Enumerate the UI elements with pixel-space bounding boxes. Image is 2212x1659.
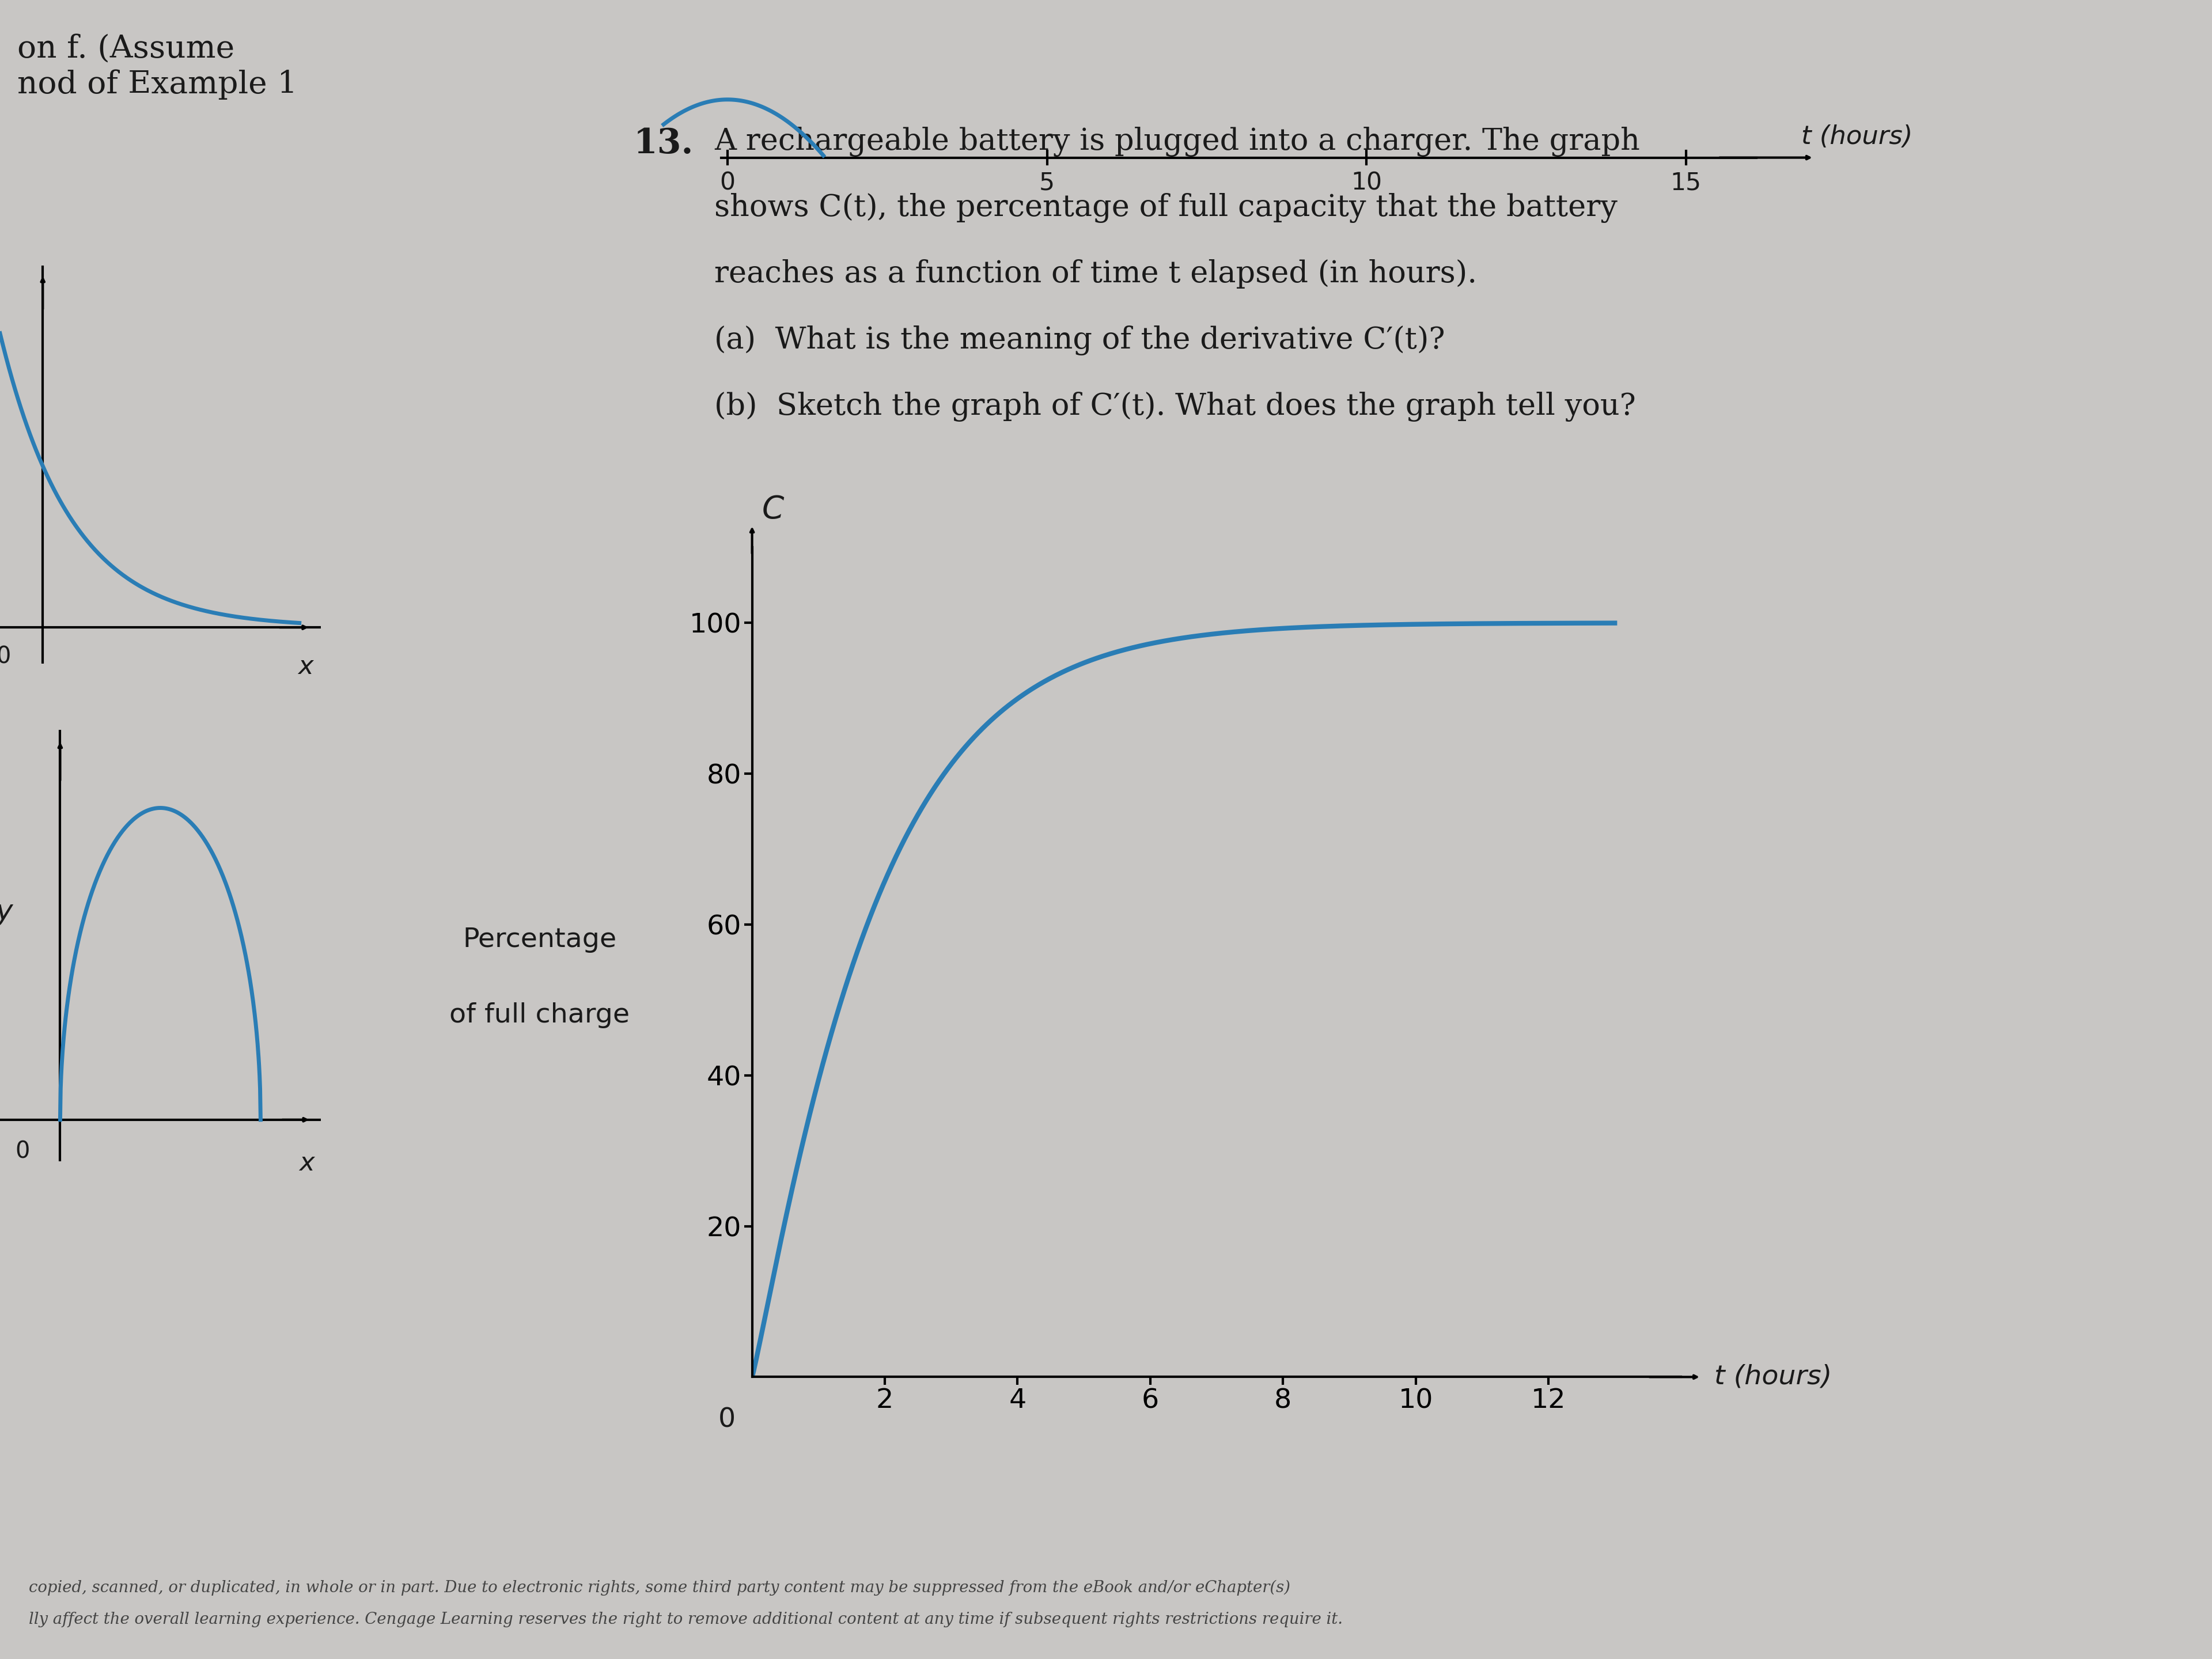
Text: lly affect the overall learning experience. Cengage Learning reserves the right : lly affect the overall learning experien… [29,1613,1343,1627]
Text: A rechargeable battery is plugged into a charger. The graph: A rechargeable battery is plugged into a… [714,126,1639,156]
Text: (b)  Sketch the graph of C′(t). What does the graph tell you?: (b) Sketch the graph of C′(t). What does… [714,392,1637,421]
Text: on f. (Assume: on f. (Assume [18,35,234,65]
Text: 10: 10 [1352,171,1382,196]
Text: t (hours): t (hours) [1801,124,1913,149]
Text: Percentage: Percentage [462,927,617,952]
Text: t (hours): t (hours) [1714,1364,1832,1390]
Text: x: x [299,655,314,679]
Text: (a)  What is the meaning of the derivative C′(t)?: (a) What is the meaning of the derivativ… [714,325,1444,355]
Text: 0: 0 [719,1407,734,1433]
Text: of full charge: of full charge [449,1002,630,1029]
Text: shows C(t), the percentage of full capacity that the battery: shows C(t), the percentage of full capac… [714,192,1617,222]
Text: x: x [299,1151,314,1176]
Text: 0: 0 [15,1140,31,1163]
Text: 15: 15 [1670,171,1701,196]
Text: C: C [761,494,783,524]
Text: reaches as a function of time t elapsed (in hours).: reaches as a function of time t elapsed … [714,259,1478,289]
Text: nod of Example 1: nod of Example 1 [18,70,296,100]
Text: 0: 0 [719,171,734,196]
Text: y: y [0,898,13,926]
Text: 13.: 13. [633,126,695,161]
Text: 5: 5 [1040,171,1055,196]
Text: copied, scanned, or duplicated, in whole or in part. Due to electronic rights, s: copied, scanned, or duplicated, in whole… [29,1579,1290,1596]
Text: 0: 0 [0,645,11,669]
